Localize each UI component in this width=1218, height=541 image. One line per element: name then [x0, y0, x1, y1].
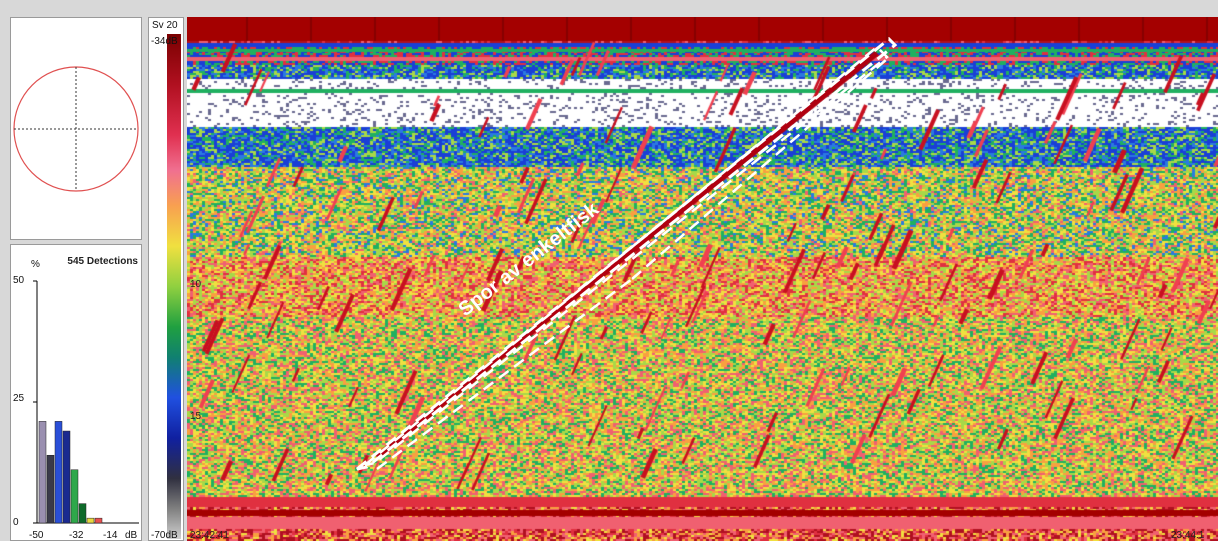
colorbar-max-value: -34dB	[151, 36, 178, 47]
histogram-bar	[62, 430, 71, 524]
histogram-bar	[38, 421, 47, 524]
time-label-end: 23:44:1	[1171, 530, 1205, 541]
histogram-title: 545 Detections	[67, 256, 138, 267]
histogram-bar	[46, 454, 55, 524]
sv-colorbar-panel: Sv 20 -34dB -70dB	[148, 17, 184, 541]
x-axis-unit: dB	[125, 530, 138, 541]
x-tick-minus50: -50	[29, 530, 44, 541]
fish-track-outline-lower	[376, 58, 888, 471]
detection-histogram-panel: 545 Detections % 50 25 0 -50 -32 -14 dB	[10, 244, 142, 541]
histogram-bar	[78, 503, 87, 524]
echogram-panel[interactable]: Spor av enkeltfisk 10 15 23:42:41 23:44:…	[187, 17, 1218, 541]
y-tick-50: 50	[13, 275, 25, 286]
depth-label-10: 10	[190, 279, 202, 290]
x-tick-minus14: -14	[103, 530, 118, 541]
depth-label-15: 15	[190, 411, 202, 422]
y-axis-unit: %	[31, 259, 40, 270]
colorbar-gradient	[167, 34, 181, 539]
histogram-bar	[86, 517, 95, 524]
colorbar-label: Sv 20	[152, 20, 178, 31]
y-tick-25: 25	[13, 393, 25, 404]
x-tick-minus32: -32	[69, 530, 84, 541]
fish-track-outline-outer	[356, 36, 898, 471]
histogram-bar	[94, 517, 103, 524]
fish-track-outline-inner	[364, 45, 889, 467]
fish-track-annotation: Spor av enkeltfisk	[455, 198, 604, 321]
colorbar-min-value: -70dB	[151, 530, 178, 541]
histogram-plot	[33, 280, 139, 524]
echogram-overlay: Spor av enkeltfisk	[356, 36, 898, 471]
time-label-start: 23:42:41	[190, 530, 229, 541]
y-tick-0: 0	[13, 517, 19, 528]
histogram-bar	[54, 421, 63, 524]
beam-compass	[13, 66, 139, 192]
beam-compass-panel	[10, 17, 142, 240]
histogram-bar	[70, 469, 79, 524]
echogram-image[interactable]	[187, 17, 1218, 541]
histogram-bars	[38, 421, 103, 524]
